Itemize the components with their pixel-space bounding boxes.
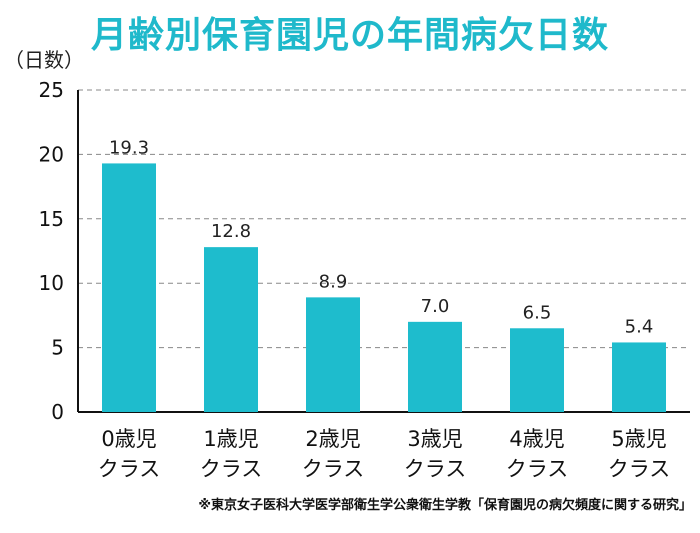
x-tick-label: 0歳児 [101,427,156,451]
source-note: ※東京女子医科大学医学部衛生学公衆衛生学教「保育園児の病欠頻度に関する研究」 [198,498,692,513]
data-label: 19.3 [109,137,149,158]
bar [204,247,258,412]
x-tick-label: クラス [302,457,365,481]
x-tick-label: クラス [608,457,671,481]
x-tick-label: クラス [98,457,161,481]
bar [306,297,360,412]
data-label: 8.9 [319,271,348,292]
bar [408,321,462,412]
y-tick-label: 0 [51,400,64,424]
x-tick-label: クラス [200,457,263,481]
x-tick-label: 2歳児 [305,427,360,451]
y-tick-label: 10 [39,271,64,295]
x-tick-label: 5歳児 [611,427,666,451]
x-tick-label: 1歳児 [203,427,258,451]
x-tick-label: 4歳児 [509,427,564,451]
bar [612,342,666,412]
chart-title: 月齢別保育園児の年間病欠日数 [90,15,609,56]
y-tick-label: 15 [39,207,64,231]
y-tick-label: 5 [51,336,64,360]
x-tick-label: 3歳児 [407,427,462,451]
x-tick-label: クラス [404,457,467,481]
bar [102,163,156,412]
data-label: 12.8 [211,221,251,242]
data-label: 7.0 [421,296,450,317]
data-label: 6.5 [523,302,552,323]
y-tick-label: 25 [39,78,64,102]
y-tick-label: 20 [39,142,64,166]
data-label: 5.4 [625,316,654,337]
x-tick-label: クラス [506,457,569,481]
y-axis-unit-label: （日数） [4,48,84,72]
bar [510,328,564,412]
